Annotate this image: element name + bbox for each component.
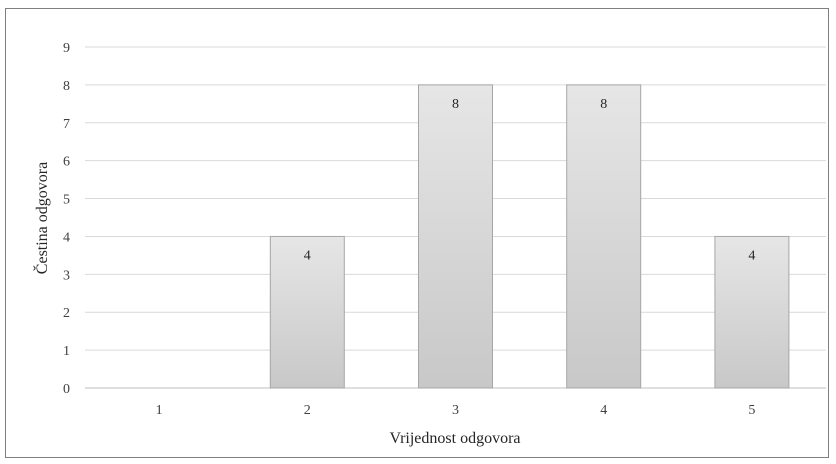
x-tick-labels: 1 2 3 4 5: [156, 403, 756, 418]
bar-3: [418, 84, 493, 389]
y-tick-label: 7: [63, 117, 70, 132]
bar-5: [714, 235, 790, 389]
y-tick-label: 5: [63, 193, 70, 208]
data-label-4: 8: [600, 97, 607, 112]
data-label-5: 4: [748, 248, 755, 263]
y-tick-label: 9: [63, 41, 70, 56]
data-labels: 4 8 8 4: [304, 97, 756, 264]
bar-2: [269, 235, 345, 389]
x-tick-label: 5: [748, 403, 755, 418]
data-label-3: 8: [452, 97, 459, 112]
y-tick-label: 1: [63, 344, 70, 359]
x-tick-label: 2: [304, 403, 311, 418]
x-axis-title: Vrijednost odgovora: [389, 430, 520, 447]
y-axis-title: Čestina odgovora: [32, 162, 51, 274]
x-tick-label: 3: [452, 403, 459, 418]
bars: [269, 84, 790, 389]
y-tick-labels: 0 1 2 3 4 5 6 7 8 9: [63, 41, 70, 397]
data-label-2: 4: [304, 248, 311, 263]
y-tick-label: 4: [63, 230, 70, 245]
x-tick-label: 1: [156, 403, 163, 418]
x-tick-label: 4: [600, 403, 607, 418]
y-tick-label: 0: [63, 382, 70, 397]
chart-frame: [5, 8, 829, 458]
y-tick-label: 8: [63, 79, 70, 94]
bar-4: [566, 84, 642, 389]
y-tick-label: 6: [63, 155, 70, 170]
y-tick-label: 3: [63, 268, 70, 283]
y-tick-label: 2: [63, 306, 70, 321]
